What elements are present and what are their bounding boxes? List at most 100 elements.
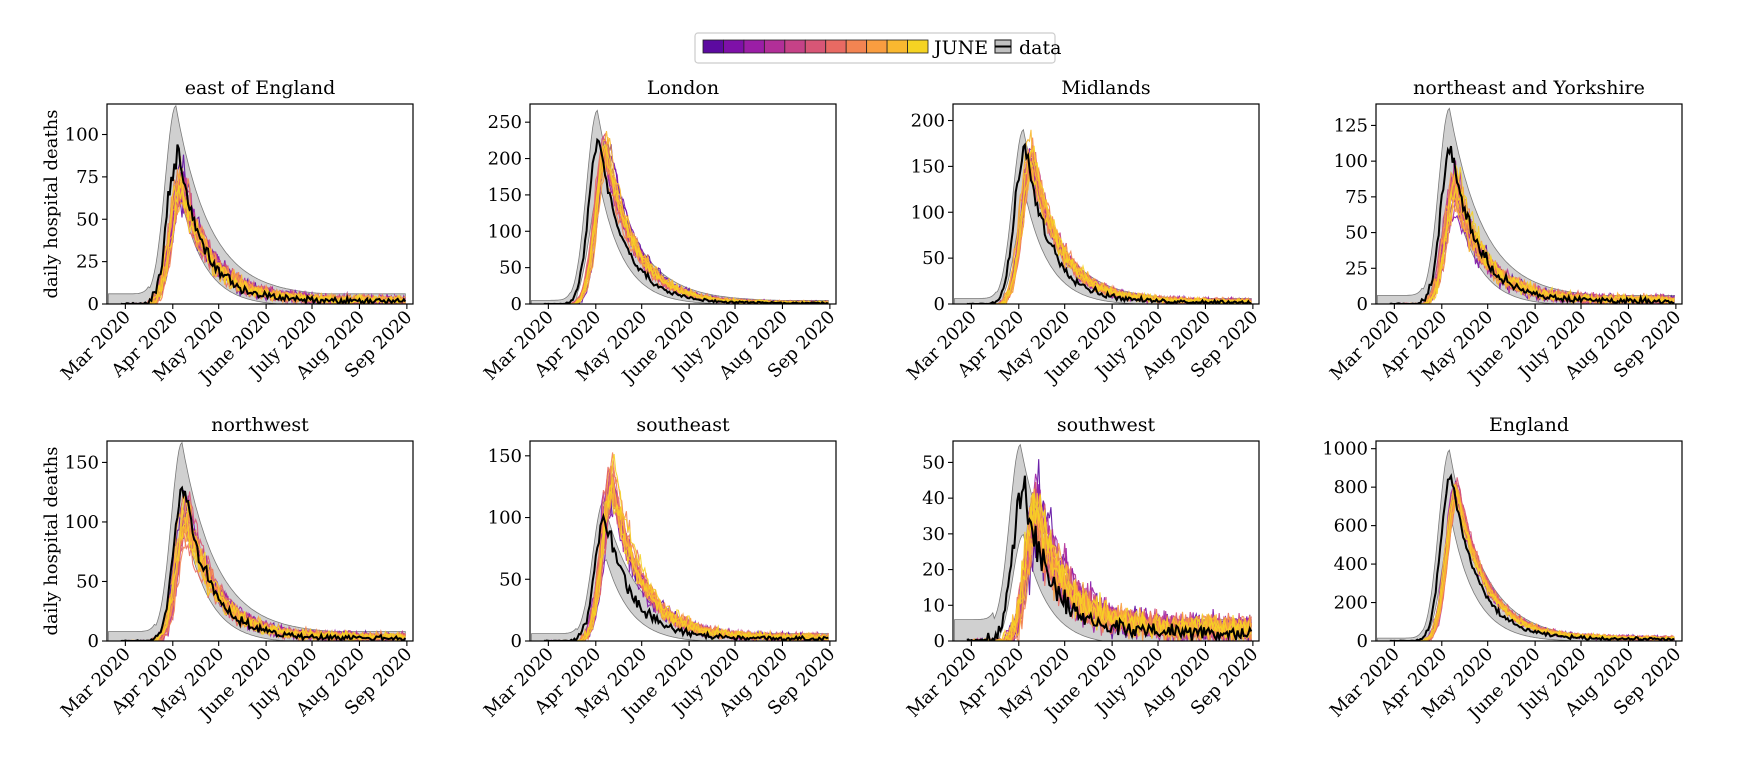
y-tick-label: 25 [1345,258,1368,279]
y-tick-label: 150 [488,185,522,206]
plot-area [954,128,1252,304]
data-series-line [966,475,1253,641]
plot-area [1377,449,1675,641]
y-tick-label: 0 [88,631,99,652]
y-tick-label: 250 [488,112,522,133]
data-band [531,109,829,304]
y-tick-label: 100 [65,125,99,146]
y-tick-label: 150 [488,446,522,467]
axes-frame [952,440,1260,642]
y-tick-label: 50 [76,209,99,230]
model-series-line [549,453,829,641]
data-band [108,104,406,304]
data-series-line [120,144,407,304]
data-series-line [1389,145,1675,304]
axes-frame [106,103,414,305]
plot-area [531,452,829,641]
legend-swatch-segment [784,39,806,54]
legend-swatch-segment [907,39,929,54]
data-band [1377,107,1675,304]
y-axis-label: daily hospital deaths [41,109,62,298]
data-series-line [966,142,1252,304]
y-tick-label: 125 [1334,115,1368,136]
model-series-line [549,137,829,304]
legend-swatch-segment [886,39,908,54]
plot-area [1377,107,1675,304]
y-tick-label: 40 [922,488,945,509]
y-tick-label: 0 [511,631,522,652]
panel-title: southwest [1057,414,1156,436]
y-tick-label: 100 [1334,151,1368,172]
y-tick-label: 800 [1334,477,1368,498]
y-tick-label: 200 [488,149,522,170]
model-series-line [126,168,406,304]
axes-frame [106,440,414,642]
plot-area [108,104,407,304]
y-tick-label: 50 [922,452,945,473]
y-tick-label: 200 [1334,593,1368,614]
plot-area [531,109,829,304]
data-series-line [543,512,829,641]
y-tick-label: 75 [76,167,99,188]
panel-northeast-and-yorkshire: northeast and Yorkshire0255075100125Mar … [1326,77,1686,388]
model-series-line [1395,194,1675,304]
data-series-line [543,137,829,304]
legend-swatch-segment [723,39,745,54]
y-tick-label: 10 [922,595,945,616]
legend-model-swatch [702,39,929,54]
legend: JUNE data [694,32,1061,64]
y-tick-label: 0 [934,631,945,652]
legend-swatch-segment [825,39,847,54]
panel-title: southeast [636,414,730,436]
plot-area [108,441,407,641]
panel-title: England [1489,414,1569,436]
model-series-line [1395,164,1675,304]
data-series-line [1389,473,1675,641]
legend-swatch-segment [743,39,765,54]
y-tick-label: 100 [488,508,522,529]
y-tick-label: 0 [1357,294,1368,315]
data-series-line [120,485,407,641]
legend-swatch-segment [866,39,888,54]
y-tick-label: 150 [65,452,99,473]
axes-frame [529,440,837,642]
data-band [954,128,1252,304]
y-tick-label: 150 [911,156,945,177]
legend-swatch-segment [763,39,786,54]
y-tick-label: 600 [1334,516,1368,537]
y-tick-label: 50 [1345,223,1368,244]
panel-title: London [647,77,719,99]
y-tick-label: 200 [911,111,945,132]
data-band [108,441,406,641]
y-tick-label: 0 [934,294,945,315]
y-tick-label: 0 [88,294,99,315]
y-tick-label: 75 [1345,187,1368,208]
axes-frame [1375,103,1683,305]
panel-title: east of England [185,77,336,99]
y-tick-label: 50 [499,569,522,590]
y-tick-label: 100 [65,512,99,533]
legend-swatch-segment [702,39,724,54]
axes-frame [1375,440,1683,642]
y-tick-label: 400 [1334,554,1368,575]
y-tick-label: 50 [76,571,99,592]
legend-data-label: data [1019,37,1061,59]
y-tick-label: 100 [911,202,945,223]
legend-swatch-segment [804,39,827,54]
axes-frame [952,103,1260,305]
panel-title: northwest [211,414,309,436]
panel-title: northeast and Yorkshire [1413,77,1645,99]
legend-model-label: JUNE [932,37,988,59]
model-series-line [126,513,406,641]
y-tick-label: 100 [488,221,522,242]
y-tick-label: 30 [922,524,945,545]
y-tick-label: 1000 [1322,439,1368,460]
y-tick-label: 20 [922,560,945,581]
y-tick-label: 0 [1357,631,1368,652]
